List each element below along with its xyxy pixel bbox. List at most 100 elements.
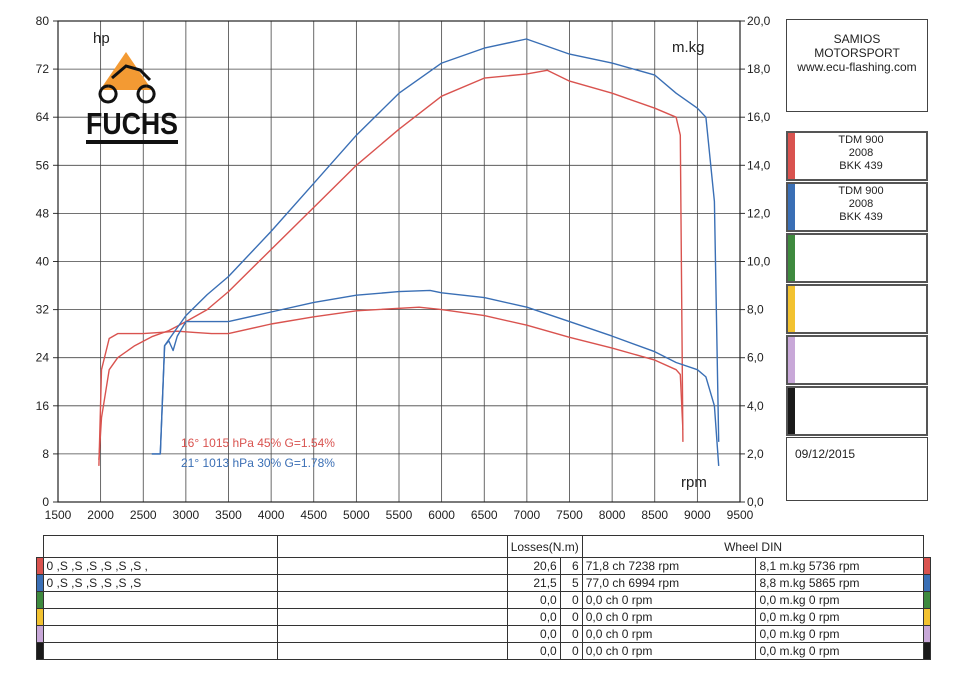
torque-curve — [98, 306, 684, 466]
table-row: 0,0 0 0,0 ch 0 rpm 0,0 m.kg 0 rpm — [36, 625, 931, 643]
row-color-right — [923, 625, 931, 643]
legend-slot: TDM 900 2008 BKK 439 — [786, 182, 928, 232]
legend-line: TDM 900 — [838, 134, 884, 146]
gear-number: 6 — [559, 557, 583, 575]
test-conditions: 21° 1013 hPa 30% G=1.78% — [181, 456, 335, 470]
y2-tick-label: 6,0 — [747, 351, 764, 365]
x-axis-label: rpm — [681, 474, 707, 491]
logo-triangle — [100, 52, 152, 90]
table-header-row: Losses(N.m) Wheel DIN — [37, 535, 931, 558]
table-row: 0,0 0 0,0 ch 0 rpm 0,0 m.kg 0 rpm — [36, 642, 931, 660]
max-power: 0,0 ch 0 rpm — [581, 608, 757, 626]
table-row: 0 ,S ,S ,S ,S ,S ,S , 20,6 6 71,8 ch 7238 r… — [36, 557, 931, 575]
row-color-right — [923, 574, 931, 592]
x-tick-label: 2000 — [87, 508, 114, 522]
max-torque: 8,1 m.kg 5736 rpm — [755, 557, 925, 575]
x-tick-label: 4000 — [258, 508, 285, 522]
logo-underline — [86, 140, 178, 144]
max-power: 0,0 ch 0 rpm — [581, 642, 757, 660]
x-tick-label: 5500 — [386, 508, 413, 522]
max-power: 0,0 ch 0 rpm — [581, 625, 757, 643]
legend-swatch — [788, 184, 795, 230]
dyno-info-box: SAMIOS MOTORSPORT www.ecu-flashing.com — [786, 19, 928, 112]
fuchs-logo: FUCHS — [86, 52, 178, 144]
y-tick-label: 40 — [36, 255, 50, 269]
max-power: 77,0 ch 6994 rpm — [581, 574, 757, 592]
y2-tick-label: 20,0 — [747, 14, 771, 28]
row-color-right — [923, 642, 931, 660]
x-tick-label: 8500 — [641, 508, 668, 522]
y2-tick-label: 18,0 — [747, 62, 771, 76]
y2-tick-label: 10,0 — [747, 255, 771, 269]
max-power: 71,8 ch 7238 rpm — [581, 557, 757, 575]
row-extra — [277, 625, 508, 643]
power-curve — [151, 38, 720, 455]
test-conditions: 16° 1015 hPa 45% G=1.54% — [181, 436, 335, 450]
legend-swatch — [788, 337, 795, 383]
y2-tick-label: 2,0 — [747, 447, 764, 461]
legend-label: TDM 900 2008 BKK 439 — [798, 185, 924, 224]
legend-line: 2008 — [848, 147, 874, 159]
y-tick-label: 48 — [36, 206, 50, 220]
max-torque: 0,0 m.kg 0 rpm — [755, 608, 925, 626]
y-tick-label: 0 — [42, 495, 49, 509]
x-tick-label: 7500 — [556, 508, 583, 522]
results-table: Losses(N.m) Wheel DIN 0 ,S ,S ,S ,S ,S ,… — [36, 535, 931, 660]
y-tick-label: 16 — [36, 399, 50, 413]
legend-line: TDM 900 — [838, 185, 884, 197]
legend-line: 2008 — [848, 198, 874, 210]
legend-slot: TDM 900 2008 BKK 439 — [786, 131, 928, 181]
logo-motorcycle — [98, 64, 156, 104]
x-tick-label: 9500 — [727, 508, 754, 522]
gear-ratios — [42, 608, 279, 626]
torque-curve — [151, 289, 720, 466]
gear-number: 0 — [559, 625, 583, 643]
company-name: SAMIOS — [833, 32, 881, 46]
row-color-right — [923, 591, 931, 609]
x-tick-label: 8000 — [599, 508, 626, 522]
row-color-right — [923, 608, 931, 626]
y-tick-label: 72 — [36, 62, 50, 76]
max-torque: 0,0 m.kg 0 rpm — [755, 625, 925, 643]
y2-tick-label: 14,0 — [747, 158, 771, 172]
test-date-text: 09/12/2015 — [795, 447, 856, 461]
gear-number: 0 — [559, 591, 583, 609]
y2-tick-label: 8,0 — [747, 303, 764, 317]
wheel-din-header: Wheel DIN — [581, 535, 925, 558]
legend-swatch — [788, 388, 795, 434]
row-extra — [277, 608, 508, 626]
y-tick-label: 24 — [36, 351, 50, 365]
logo-text: FUCHS — [86, 106, 178, 141]
max-torque: 0,0 m.kg 0 rpm — [755, 642, 925, 660]
legend-swatch — [788, 133, 795, 179]
loss-value: 0,0 — [506, 625, 561, 643]
dyno-chart: 1500 2000 2500 3000 3500 4000 4500 5000 5500 6000… — [36, 14, 771, 522]
y-tick-label: 80 — [36, 14, 50, 28]
row-extra — [277, 591, 508, 609]
y2-axis-label: m.kg — [672, 39, 705, 56]
table-row: 0 ,S ,S ,S ,S ,S ,S 21,5 5 77,0 ch 6994 rpm… — [36, 574, 931, 592]
loss-value: 0,0 — [506, 591, 561, 609]
max-power: 0,0 ch 0 rpm — [581, 591, 757, 609]
legend-line: BKK 439 — [839, 160, 883, 172]
gear-ratios — [42, 591, 279, 609]
gear-number: 5 — [559, 574, 583, 592]
legend-line: BKK 439 — [839, 211, 883, 223]
x-tick-label: 1500 — [45, 508, 72, 522]
x-tick-label: 5000 — [343, 508, 370, 522]
legend-slot — [786, 386, 928, 436]
gear-ratios — [42, 642, 279, 660]
y2-tick-label: 4,0 — [747, 399, 764, 413]
y2-tick-label: 0,0 — [747, 495, 764, 509]
y-tick-label: 32 — [36, 303, 50, 317]
row-extra — [277, 574, 508, 592]
y-tick-label: 56 — [36, 158, 50, 172]
row-color-right — [923, 557, 931, 575]
x-tick-label: 9000 — [684, 508, 711, 522]
legend-label: TDM 900 2008 BKK 439 — [798, 134, 924, 173]
max-torque: 8,8 m.kg 5865 rpm — [755, 574, 925, 592]
x-tick-label: 3500 — [215, 508, 242, 522]
x-tick-label: 6500 — [471, 508, 498, 522]
x-tick-label: 2500 — [130, 508, 157, 522]
table-row: 0,0 0 0,0 ch 0 rpm 0,0 m.kg 0 rpm — [36, 591, 931, 609]
